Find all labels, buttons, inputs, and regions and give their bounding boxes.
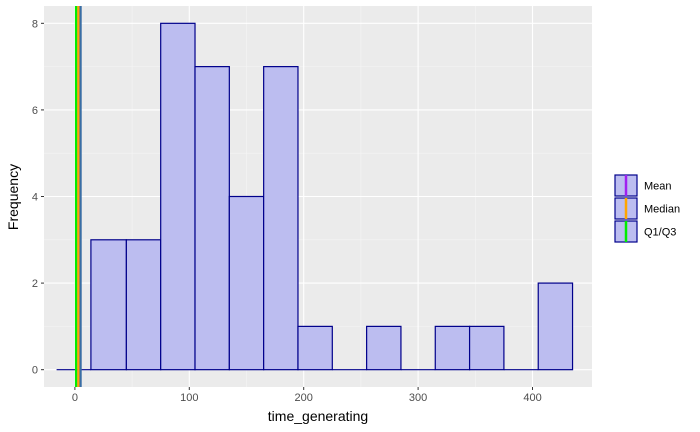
y-tick-label: 6 (32, 105, 38, 117)
histogram-bar (194, 66, 230, 371)
histogram-bar (297, 325, 333, 371)
legend: Mean Median Q1/Q3 (614, 174, 680, 243)
y-tick-label: 8 (32, 18, 38, 30)
x-tick-label: 100 (180, 392, 198, 404)
x-tick-label: 300 (409, 392, 427, 404)
histogram-bar (537, 282, 574, 371)
y-tick-label: 2 (32, 278, 38, 290)
x-tick-label: 0 (72, 392, 78, 404)
histogram-bar (263, 66, 299, 371)
histogram-bars (56, 22, 574, 371)
x-axis-title: time_generating (268, 408, 368, 424)
y-axis-ticks: 0 2 4 6 8 (32, 18, 44, 377)
reference-lines (74, 6, 82, 387)
legend-label: Q1/Q3 (644, 227, 676, 239)
histogram-bar (228, 195, 265, 371)
legend-label: Median (644, 204, 680, 216)
histogram-bar (468, 325, 505, 371)
legend-label: Mean (644, 181, 672, 193)
x-tick-label: 200 (295, 392, 313, 404)
x-tick-label: 400 (523, 392, 541, 404)
histogram-bar (434, 325, 471, 371)
histogram-bar (125, 239, 162, 371)
x-axis-ticks: 0 100 200 300 400 (72, 387, 542, 404)
y-tick-label: 0 (32, 365, 38, 377)
histogram-bar (366, 325, 402, 371)
y-axis-title: Frequency (5, 164, 21, 230)
histogram-bar (90, 239, 127, 371)
histogram-bar (160, 22, 196, 371)
y-tick-label: 4 (32, 192, 38, 204)
